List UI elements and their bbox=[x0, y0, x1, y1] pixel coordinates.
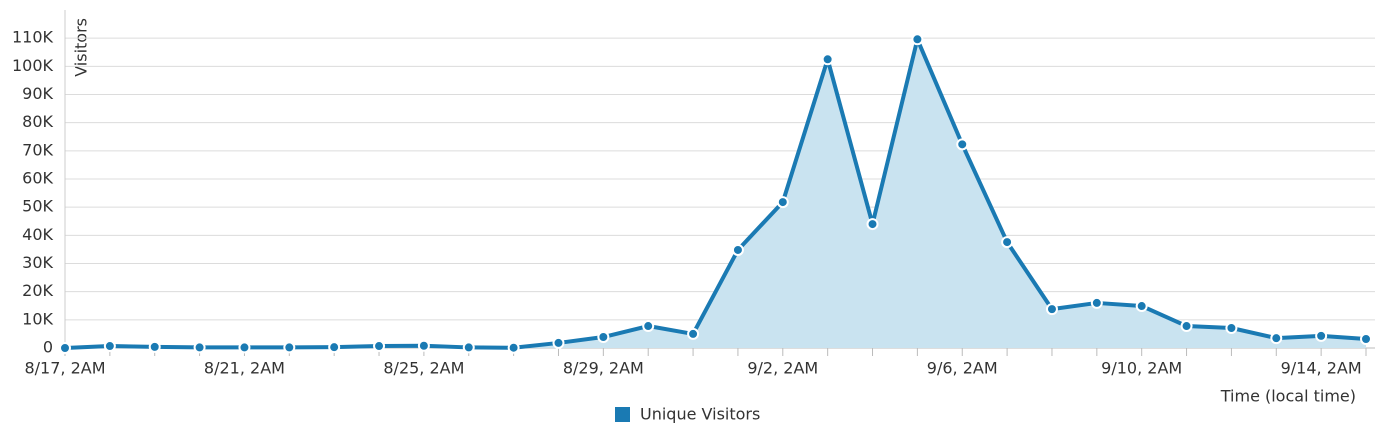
point bbox=[59, 342, 71, 354]
point bbox=[687, 327, 700, 340]
y-tick-label: 80K bbox=[22, 112, 53, 131]
area bbox=[65, 39, 1366, 348]
point bbox=[148, 340, 161, 353]
y-tick-label: 100K bbox=[12, 56, 54, 75]
point bbox=[731, 243, 744, 256]
point bbox=[283, 341, 296, 354]
point bbox=[373, 340, 386, 353]
point bbox=[821, 53, 834, 66]
x-tick-label: 9/2, 2AM bbox=[747, 359, 818, 378]
x-axis-title: Time (local time) bbox=[1220, 387, 1356, 406]
point bbox=[103, 340, 116, 353]
y-tick-label: 90K bbox=[22, 84, 53, 103]
point bbox=[597, 331, 610, 344]
point bbox=[642, 320, 655, 333]
point bbox=[911, 33, 924, 46]
y-tick-label: 50K bbox=[22, 197, 53, 216]
y-tick-label: 10K bbox=[22, 309, 53, 328]
y-tick-label: 20K bbox=[22, 281, 53, 300]
point bbox=[462, 341, 475, 354]
line bbox=[64, 37, 1367, 350]
point bbox=[1090, 296, 1103, 309]
legend-swatch bbox=[615, 407, 630, 422]
x-tick-label: 8/21, 2AM bbox=[204, 359, 285, 378]
point bbox=[1360, 332, 1372, 345]
point bbox=[552, 336, 565, 349]
x-tick-label: 8/17, 2AM bbox=[24, 359, 105, 378]
point bbox=[1270, 332, 1283, 345]
point bbox=[1001, 236, 1014, 249]
point bbox=[507, 341, 520, 354]
point bbox=[417, 339, 430, 352]
point bbox=[1315, 329, 1328, 342]
point bbox=[866, 218, 879, 231]
y-tick-label: 40K bbox=[22, 225, 53, 244]
legend-label: Unique Visitors bbox=[640, 405, 760, 424]
x-tick-label: 8/29, 2AM bbox=[563, 359, 644, 378]
x-tick-label: 9/14, 2AM bbox=[1281, 359, 1362, 378]
y-tick-label: 70K bbox=[22, 140, 53, 159]
point bbox=[1135, 300, 1148, 313]
y-tick-label: 60K bbox=[22, 169, 53, 188]
point bbox=[1180, 320, 1193, 333]
point bbox=[328, 341, 341, 354]
x-tick-label: 9/6, 2AM bbox=[927, 359, 998, 378]
point bbox=[956, 138, 969, 151]
y-tick-label: 110K bbox=[12, 28, 54, 47]
point bbox=[193, 341, 206, 354]
point bbox=[1045, 303, 1058, 316]
y-axis-title: Visitors bbox=[72, 18, 91, 77]
point bbox=[776, 196, 789, 209]
x-tick-label: 8/25, 2AM bbox=[383, 359, 464, 378]
point bbox=[238, 341, 251, 354]
point bbox=[1225, 322, 1238, 335]
y-tick-label: 30K bbox=[22, 253, 53, 272]
y-tick-label: 0 bbox=[43, 338, 53, 357]
x-tick-label: 9/10, 2AM bbox=[1101, 359, 1182, 378]
